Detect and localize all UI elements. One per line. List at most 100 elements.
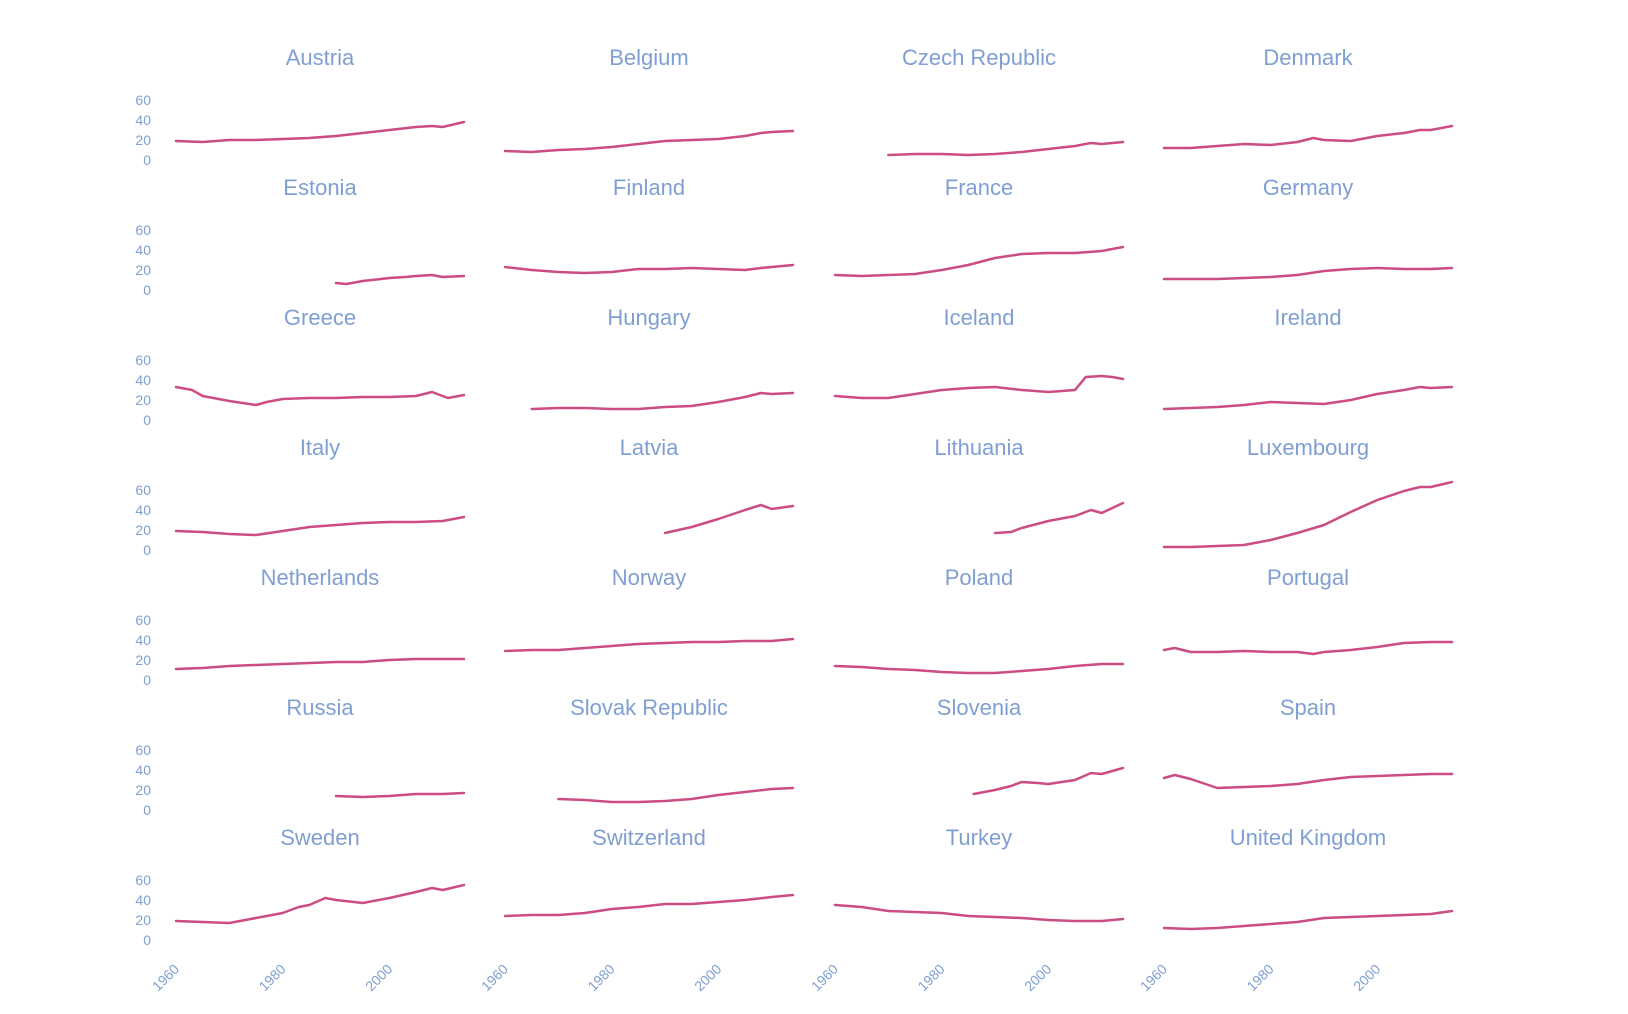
series-line [887,140,1125,157]
y-tick-label: 60 [135,872,151,888]
panel-germany: Germany [1162,175,1454,281]
x-tick-label: 2000 [691,961,724,994]
y-tick-label: 40 [135,112,151,128]
y-tick-label: 40 [135,242,151,258]
y-tick-label: 40 [135,502,151,518]
y-tick-label: 0 [143,282,151,298]
panel-greece: Greece 0 20 40 60 [135,305,466,428]
series-line [1162,640,1454,656]
panel-iceland: Iceland [833,305,1125,400]
series-line [174,120,466,144]
panel-title: Norway [612,565,687,590]
panel-title: Hungary [607,305,690,330]
x-tick-label: 2000 [1021,961,1054,994]
panel-title: Spain [1280,695,1336,720]
y-tick-label: 60 [135,742,151,758]
panel-title: Poland [945,565,1014,590]
series-line [174,385,466,407]
panel-title: Russia [286,695,354,720]
y-tick-label: 40 [135,762,151,778]
panel-slovenia: Slovenia [937,695,1125,796]
y-tick-label: 40 [135,892,151,908]
panel-portugal: Portugal [1162,565,1454,656]
panel-france: France [833,175,1125,278]
panel-czech-republic: Czech Republic [887,45,1125,157]
y-tick-label: 20 [135,132,151,148]
series-line [993,501,1125,535]
panel-denmark: Denmark [1162,45,1454,150]
series-line [833,662,1125,675]
series-line [1162,909,1454,931]
panel-title: Czech Republic [902,45,1056,70]
series-line [334,273,466,286]
panel-title: Lithuania [934,435,1024,460]
y-tick-label: 60 [135,92,151,108]
panel-luxembourg: Luxembourg [1162,435,1454,549]
y-tick-label: 20 [135,392,151,408]
panel-hungary: Hungary [530,305,795,411]
series-line [557,786,795,804]
panel-title: Finland [613,175,685,200]
panel-title: Belgium [609,45,688,70]
panel-ireland: Ireland [1162,305,1454,411]
panel-russia: Russia 0 20 40 60 [135,695,466,818]
panel-slovak-republic: Slovak Republic [557,695,795,804]
y-tick-label: 40 [135,632,151,648]
x-tick-label: 1960 [808,961,841,994]
panel-belgium: Belgium [503,45,795,154]
series-line [663,503,795,535]
panel-united-kingdom: United Kingdom 1960 1980 2000 [1137,825,1454,994]
panel-title: France [945,175,1013,200]
series-line [1162,385,1454,411]
panel-netherlands: Netherlands 0 20 40 60 [135,565,466,688]
series-line [1162,124,1454,150]
series-line [334,791,466,799]
x-tick-label: 2000 [362,961,395,994]
series-line [503,637,795,653]
series-line [972,766,1125,796]
y-tick-label: 20 [135,262,151,278]
panel-title: Netherlands [261,565,380,590]
series-line [1162,266,1454,281]
panel-title: Slovenia [937,695,1022,720]
x-tick-label: 1980 [1243,961,1276,994]
series-line [1162,480,1454,549]
y-tick-label: 0 [143,672,151,688]
y-tick-label: 20 [135,912,151,928]
panel-turkey: Turkey 1960 1980 2000 [808,825,1125,994]
panel-title: Latvia [620,435,679,460]
series-line [503,263,795,275]
panel-sweden: Sweden 0 20 40 60 1960 1980 2000 [135,825,466,994]
y-tick-label: 60 [135,482,151,498]
panel-title: Turkey [946,825,1012,850]
series-line [503,893,795,918]
x-tick-label: 1960 [1137,961,1170,994]
y-tick-label: 20 [135,522,151,538]
panel-austria: Austria 0 20 40 60 [135,45,466,168]
panel-title: Luxembourg [1247,435,1369,460]
panel-title: Germany [1263,175,1353,200]
x-tick-label: 1980 [584,961,617,994]
y-tick-label: 0 [143,412,151,428]
y-tick-label: 60 [135,222,151,238]
x-tick-label: 2000 [1350,961,1383,994]
panel-italy: Italy 0 20 40 60 [135,435,466,558]
panel-norway: Norway [503,565,795,653]
panel-title: Sweden [280,825,360,850]
series-line [174,515,466,537]
y-tick-label: 0 [143,802,151,818]
panel-title: Portugal [1267,565,1349,590]
panel-title: Iceland [944,305,1015,330]
panel-title: Austria [286,45,355,70]
panel-title: United Kingdom [1230,825,1387,850]
x-tick-label: 1960 [478,961,511,994]
series-line [833,903,1125,923]
panel-spain: Spain [1162,695,1454,790]
panel-lithuania: Lithuania [934,435,1125,535]
panel-title: Denmark [1263,45,1353,70]
series-line [1162,772,1454,790]
y-tick-label: 0 [143,152,151,168]
panel-title: Estonia [283,175,357,200]
panel-switzerland: Switzerland 1960 1980 2000 [478,825,795,994]
